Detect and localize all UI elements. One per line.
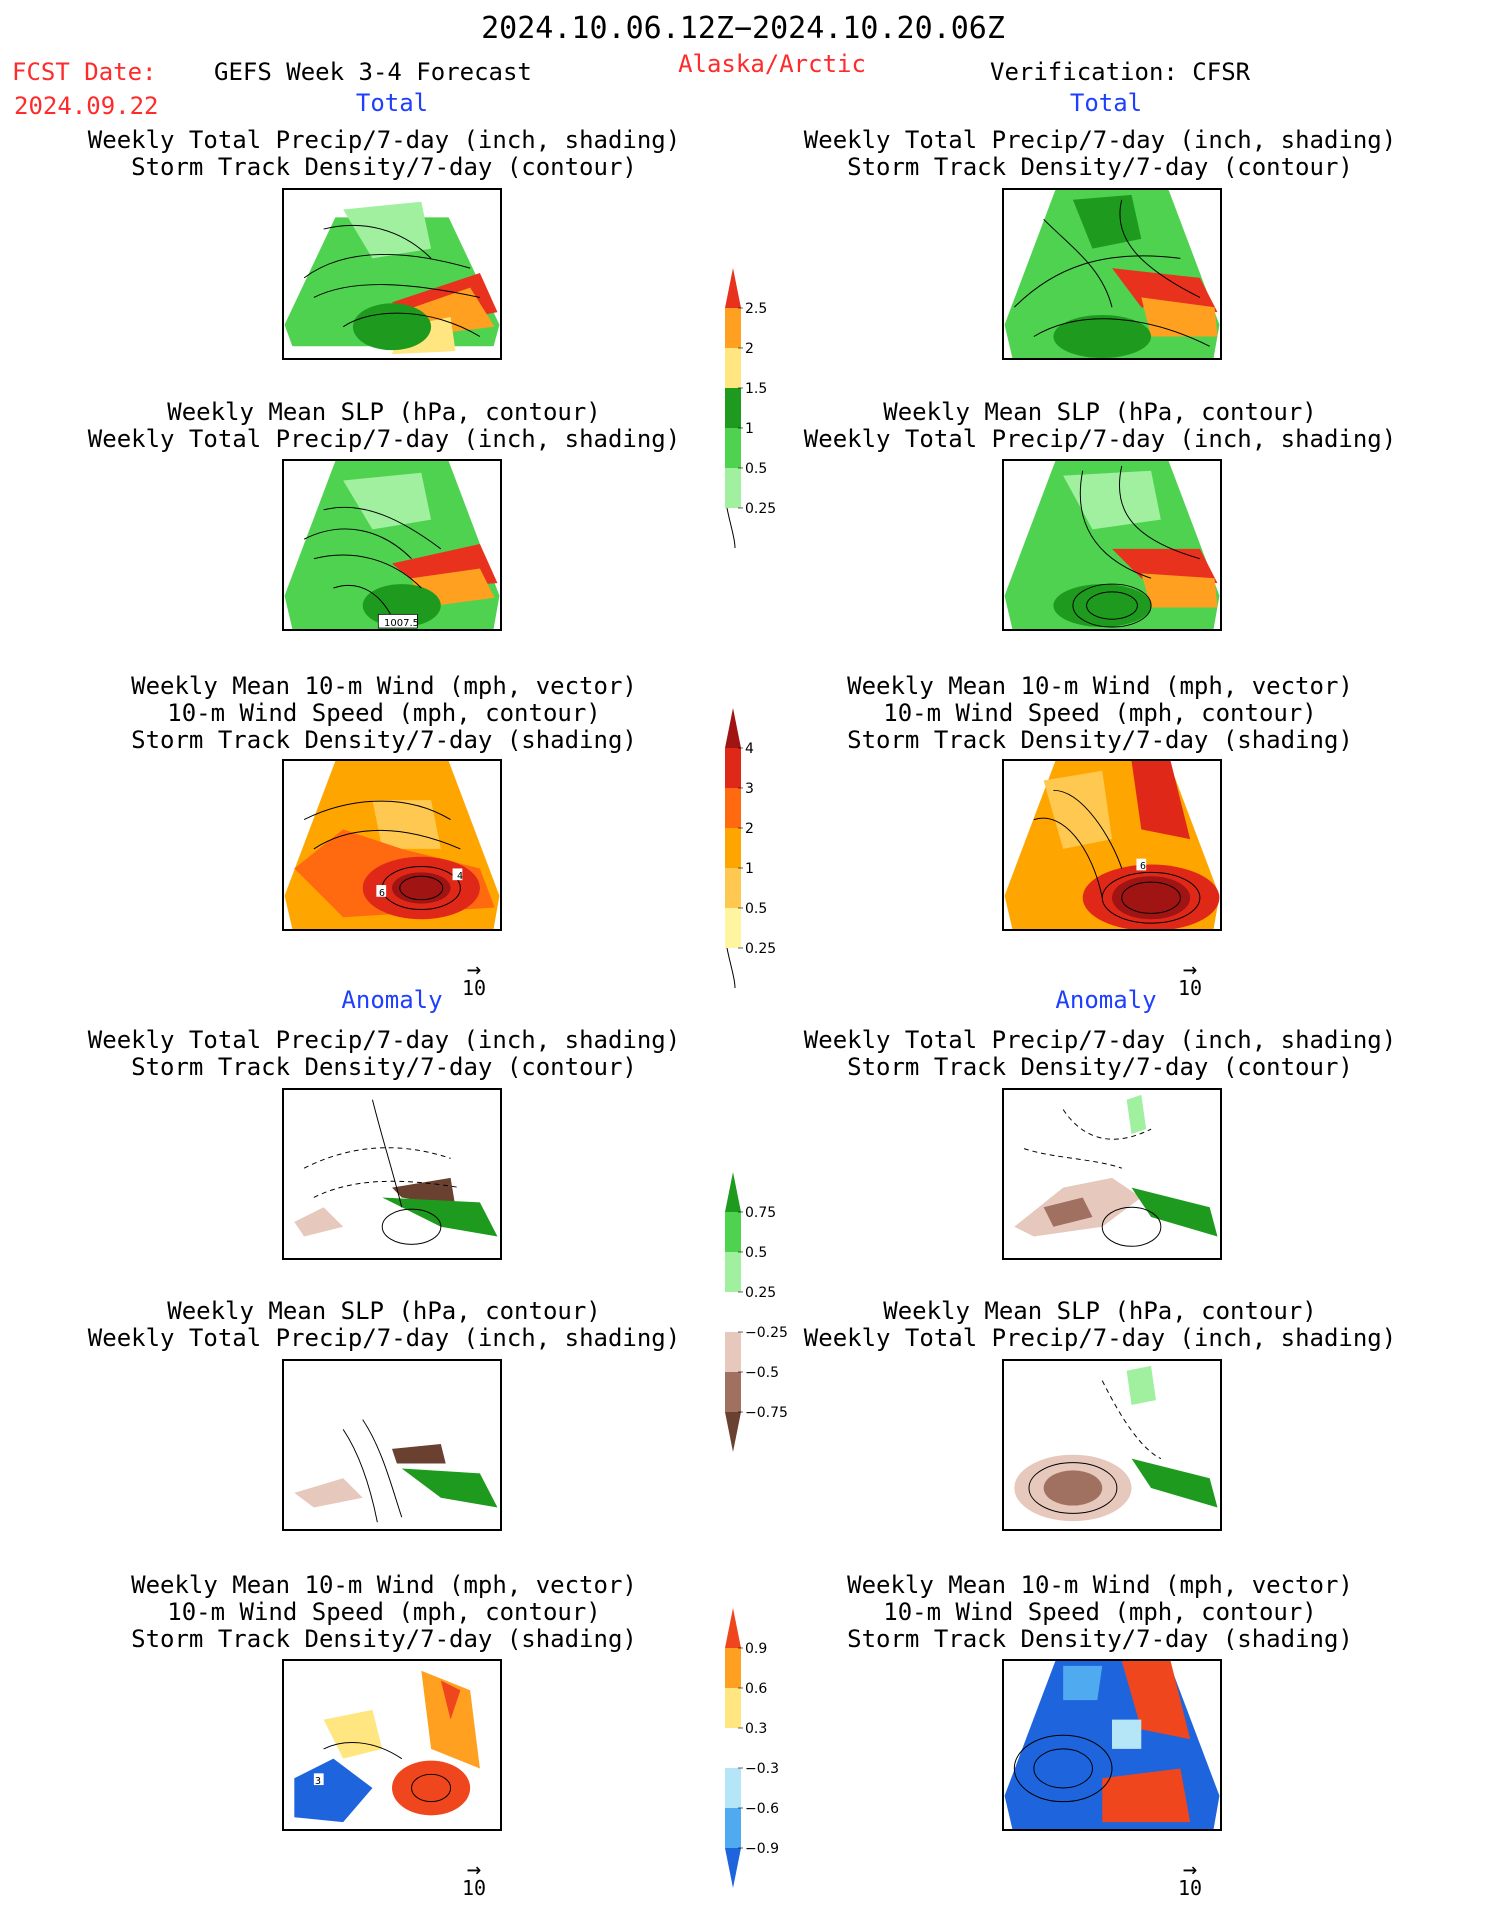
wind-contour-label-a: 6	[379, 888, 386, 899]
map-precip-storm-anomaly-forecast	[282, 1088, 502, 1260]
section-total-right: Total	[1069, 89, 1143, 117]
colorbar-tick-label: 0.25	[745, 501, 776, 517]
colorbar-tick-label: 4	[745, 741, 754, 757]
colorbar-segment	[725, 1212, 741, 1252]
colorbar-tick-label: 0.25	[745, 1285, 776, 1301]
colorbar-segment	[725, 1608, 741, 1648]
colorbar-tick-label: 1	[745, 421, 754, 437]
fcst-date-label: FCST Date:	[12, 58, 157, 86]
colorbar-segment	[725, 1332, 741, 1372]
colorbar-segment	[725, 1808, 741, 1848]
panel-title-slp-precip-total-right: Weekly Mean SLP (hPa, contour) Weekly Tot…	[803, 398, 1397, 453]
colorbar-tail	[726, 507, 736, 549]
colorbar-tick-label: −0.25	[745, 1325, 788, 1341]
colorbar-tick-label: −0.5	[745, 1365, 779, 1381]
wind-contour-label-d: 3	[315, 1776, 322, 1787]
colorbar-tick-label: 2	[745, 821, 754, 837]
period-title: 2024.10.06.12Z−2024.10.20.06Z	[481, 11, 1005, 46]
wind-contour-label-b: 4	[457, 871, 464, 882]
map-precip-storm-total-verification	[1002, 188, 1222, 360]
panel-title-wind-storm-anom-left: Weekly Mean 10-m Wind (mph, vector) 10-m …	[131, 1571, 637, 1653]
vector-ref-total-left: → 10	[462, 955, 487, 1000]
colorbar-segment	[725, 468, 741, 508]
panel-title-precip-storm-total-left: Weekly Total Precip/7-day (inch, shading…	[87, 126, 681, 181]
colorbar-segment	[725, 1688, 741, 1728]
vector-ref-total-right: → 10	[1178, 955, 1203, 1000]
colorbar-tick-label: 0.3	[745, 1721, 767, 1737]
panel-title-wind-storm-total-right: Weekly Mean 10-m Wind (mph, vector) 10-m …	[847, 672, 1353, 754]
colorbar-segment	[725, 1292, 741, 1332]
colorbar-segment	[725, 1728, 741, 1768]
colorbar-tick-label: 0.5	[745, 901, 767, 917]
colorbar-precip-anomaly: 0.75 0.5 0.25 −0.25 −0.5 −0.75	[725, 1172, 788, 1452]
colorbar-tick-label: −0.6	[745, 1801, 779, 1817]
colorbar-segment	[725, 868, 741, 908]
colorbar-storm-total: 4 3 2 1 0.5 0.25	[725, 708, 776, 989]
colorbar-storm-anomaly: 0.9 0.6 0.3 −0.3 −0.6 −0.9	[725, 1608, 779, 1888]
colorbar-tick-label: 0.6	[745, 1681, 767, 1697]
map-slp-precip-total-verification	[1002, 459, 1222, 631]
colorbar-segment	[725, 908, 741, 948]
colorbar-segment	[725, 388, 741, 428]
colorbar-tick-label: 0.5	[745, 1245, 767, 1261]
colorbar-segment	[725, 268, 741, 308]
colorbar-tick-label: 0.25	[745, 941, 776, 957]
panel-title-wind-storm-anom-right: Weekly Mean 10-m Wind (mph, vector) 10-m …	[847, 1571, 1353, 1653]
panel-title-slp-precip-anom-right: Weekly Mean SLP (hPa, contour) Weekly Tot…	[803, 1297, 1397, 1352]
map-wind-storm-total-forecast: 6 4	[282, 759, 502, 931]
panel-title-precip-storm-total-right: Weekly Total Precip/7-day (inch, shading…	[803, 126, 1397, 181]
map-wind-storm-anomaly-verification	[1002, 1659, 1222, 1831]
colorbar-tail	[726, 947, 736, 989]
region-title: Alaska/Arctic	[678, 50, 866, 78]
wind-contour-label-c: 6	[1140, 861, 1147, 872]
vector-ref-anom-left: → 10	[462, 1855, 487, 1900]
colorbar-segment	[725, 1252, 741, 1292]
colorbar-tick-label: 0.9	[745, 1641, 767, 1657]
colorbar-segment	[725, 748, 741, 788]
colorbar-tick-label: −0.9	[745, 1841, 779, 1857]
colorbar-segment	[725, 1172, 741, 1212]
model-title: GEFS Week 3-4 Forecast	[214, 58, 532, 86]
colorbar-tick-label: 3	[745, 781, 754, 797]
verification-title: Verification: CFSR	[990, 58, 1251, 86]
colorbar-segment	[725, 1848, 741, 1888]
colorbar-segment	[725, 1648, 741, 1688]
section-total-left: Total	[355, 89, 429, 117]
map-slp-precip-anomaly-verification	[1002, 1359, 1222, 1531]
colorbar-tick-label: 2	[745, 341, 754, 357]
colorbar-segment	[725, 348, 741, 388]
slp-contour-label: 1007.5	[384, 618, 419, 629]
colorbar-segment	[725, 1372, 741, 1412]
map-slp-precip-total-forecast: 1007.5	[282, 459, 502, 631]
colorbar-tick-label: 1.5	[745, 381, 767, 397]
colorbar-tick-label: 1	[745, 861, 754, 877]
panel-title-slp-precip-anom-left: Weekly Mean SLP (hPa, contour) Weekly Tot…	[87, 1297, 681, 1352]
colorbar-precip-total: 2.5 2 1.5 1 0.5 0.25	[725, 268, 776, 549]
colorbar-segment	[725, 708, 741, 748]
map-precip-storm-total-forecast	[282, 188, 502, 360]
panel-title-wind-storm-total-left: Weekly Mean 10-m Wind (mph, vector) 10-m …	[131, 672, 637, 754]
map-slp-precip-anomaly-forecast	[282, 1359, 502, 1531]
colorbar-tick-label: −0.75	[745, 1405, 788, 1421]
colorbar-segment	[725, 1412, 741, 1452]
colorbar-segment	[725, 428, 741, 468]
section-anomaly-right: Anomaly	[1055, 986, 1157, 1014]
colorbar-tick-label: 0.5	[745, 461, 767, 477]
colorbar-tick-label: −0.3	[745, 1761, 779, 1777]
colorbar-segment	[725, 788, 741, 828]
map-wind-storm-anomaly-forecast: 3	[282, 1659, 502, 1831]
colorbar-segment	[725, 828, 741, 868]
fcst-date-value: 2024.09.22	[14, 92, 159, 120]
map-precip-storm-anomaly-verification	[1002, 1088, 1222, 1260]
colorbar-segment	[725, 308, 741, 348]
panel-title-slp-precip-total-left: Weekly Mean SLP (hPa, contour) Weekly Tot…	[87, 398, 681, 453]
map-wind-storm-total-verification: 6	[1002, 759, 1222, 931]
colorbar-tick-label: 2.5	[745, 301, 767, 317]
colorbar-segment	[725, 1768, 741, 1808]
panel-title-precip-storm-anom-right: Weekly Total Precip/7-day (inch, shading…	[803, 1026, 1397, 1081]
panel-title-precip-storm-anom-left: Weekly Total Precip/7-day (inch, shading…	[87, 1026, 681, 1081]
section-anomaly-left: Anomaly	[341, 986, 443, 1014]
vector-ref-anom-right: → 10	[1178, 1855, 1203, 1900]
colorbar-tick-label: 0.75	[745, 1205, 776, 1221]
